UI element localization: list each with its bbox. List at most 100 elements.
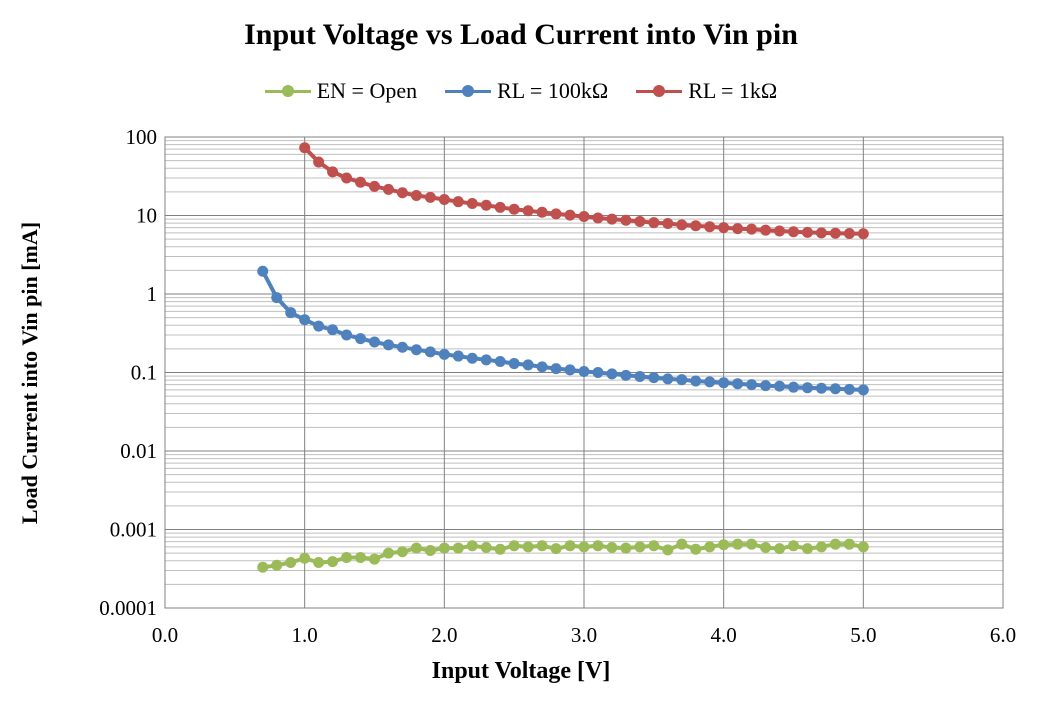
x-tick-label: 6.0 — [990, 623, 1016, 647]
data-point-series-2 — [424, 191, 436, 203]
data-point-series-2 — [341, 172, 353, 184]
legend-label-rl-100k: RL = 100kΩ — [497, 78, 609, 103]
y-tick-label: 0.1 — [131, 361, 157, 385]
data-point-series-1 — [522, 359, 534, 371]
x-axis-title: Input Voltage [V] — [431, 658, 611, 684]
data-point-series-1 — [829, 383, 841, 395]
legend-swatch-rl-1k — [636, 84, 683, 98]
data-point-series-0 — [396, 546, 408, 558]
y-tick-label: 0.0001 — [99, 596, 157, 620]
data-point-series-0 — [690, 543, 702, 555]
data-point-series-2 — [494, 201, 506, 213]
data-point-series-2 — [690, 220, 702, 232]
data-point-series-1 — [550, 363, 562, 375]
legend: EN = Open RL = 100kΩ RL = 1kΩ — [0, 78, 1042, 104]
data-point-series-0 — [592, 540, 604, 552]
data-point-series-1 — [676, 374, 688, 386]
data-point-series-1 — [578, 365, 590, 377]
data-point-series-1 — [410, 344, 422, 356]
data-point-series-2 — [396, 187, 408, 199]
data-point-series-2 — [508, 203, 520, 215]
legend-swatch-rl-100k — [445, 84, 492, 98]
data-point-series-0 — [299, 552, 311, 564]
data-point-series-1 — [355, 333, 367, 345]
x-tick-label: 1.0 — [292, 623, 318, 647]
y-tick-label: 0.01 — [120, 439, 157, 463]
data-point-series-2 — [774, 225, 786, 237]
data-point-series-1 — [857, 384, 869, 396]
data-point-series-0 — [648, 540, 660, 552]
data-point-series-0 — [662, 544, 674, 556]
data-point-series-2 — [522, 205, 534, 217]
y-axis-title: Load Current into Vin pin [mA] — [17, 221, 42, 525]
data-point-series-0 — [536, 540, 548, 552]
legend-item-rl-100k: RL = 100kΩ — [445, 78, 608, 104]
data-point-series-1 — [718, 377, 730, 389]
data-point-series-1 — [746, 379, 758, 391]
data-point-series-2 — [829, 227, 841, 239]
x-tick-label: 4.0 — [711, 623, 737, 647]
data-point-series-2 — [718, 222, 730, 234]
data-point-series-2 — [438, 193, 450, 205]
data-point-series-2 — [620, 214, 632, 226]
data-point-series-2 — [801, 226, 813, 238]
data-point-series-0 — [634, 541, 646, 553]
data-point-series-1 — [480, 354, 492, 366]
data-point-series-0 — [438, 542, 450, 554]
data-point-series-1 — [801, 382, 813, 394]
data-point-series-0 — [760, 541, 772, 553]
data-point-series-1 — [732, 378, 744, 390]
data-point-series-0 — [857, 541, 869, 553]
data-point-series-2 — [648, 217, 660, 229]
data-point-series-2 — [536, 206, 548, 218]
data-point-series-2 — [746, 223, 758, 235]
data-point-series-0 — [815, 541, 827, 553]
legend-item-en-open: EN = Open — [264, 78, 418, 104]
data-point-series-2 — [382, 183, 394, 195]
data-point-series-2 — [578, 211, 590, 223]
data-point-series-2 — [369, 180, 380, 192]
data-point-series-1 — [815, 382, 827, 394]
data-point-series-0 — [801, 543, 813, 555]
data-point-series-1 — [257, 265, 269, 277]
data-point-series-1 — [382, 339, 394, 351]
data-point-series-0 — [257, 561, 269, 573]
data-point-series-2 — [299, 142, 311, 154]
data-point-series-1 — [396, 341, 408, 353]
data-point-series-2 — [634, 215, 646, 227]
data-point-series-2 — [815, 227, 827, 239]
y-tick-label: 100 — [126, 125, 158, 149]
data-point-series-0 — [746, 538, 758, 550]
data-point-series-0 — [676, 538, 688, 550]
data-point-series-1 — [299, 314, 311, 326]
data-point-series-1 — [313, 320, 325, 332]
data-point-series-1 — [438, 348, 450, 360]
data-point-series-1 — [774, 380, 786, 392]
x-tick-label: 3.0 — [571, 623, 597, 647]
data-point-series-1 — [508, 358, 520, 370]
data-point-series-2 — [410, 189, 422, 201]
data-point-series-0 — [829, 538, 841, 550]
data-point-series-2 — [843, 227, 855, 239]
data-point-series-2 — [662, 218, 674, 230]
data-point-series-2 — [857, 228, 869, 240]
data-point-series-0 — [508, 540, 520, 552]
data-point-series-2 — [327, 166, 339, 178]
data-point-series-0 — [774, 543, 786, 555]
legend-label-en-open: EN = Open — [316, 78, 418, 103]
data-point-series-1 — [843, 383, 855, 395]
y-tick-label: 10 — [136, 204, 157, 228]
data-point-series-1 — [760, 380, 772, 392]
data-point-series-1 — [648, 372, 660, 384]
data-point-series-0 — [410, 542, 422, 554]
data-point-series-1 — [327, 324, 339, 336]
data-point-series-1 — [704, 376, 716, 388]
legend-swatch-en-open — [264, 84, 311, 98]
data-point-series-1 — [536, 361, 548, 373]
data-point-series-1 — [620, 369, 632, 381]
chart-title: Input Voltage vs Load Current into Vin p… — [244, 18, 798, 51]
data-point-series-0 — [732, 538, 744, 550]
x-tick-label: 0.0 — [152, 623, 178, 647]
data-point-series-2 — [313, 156, 325, 168]
